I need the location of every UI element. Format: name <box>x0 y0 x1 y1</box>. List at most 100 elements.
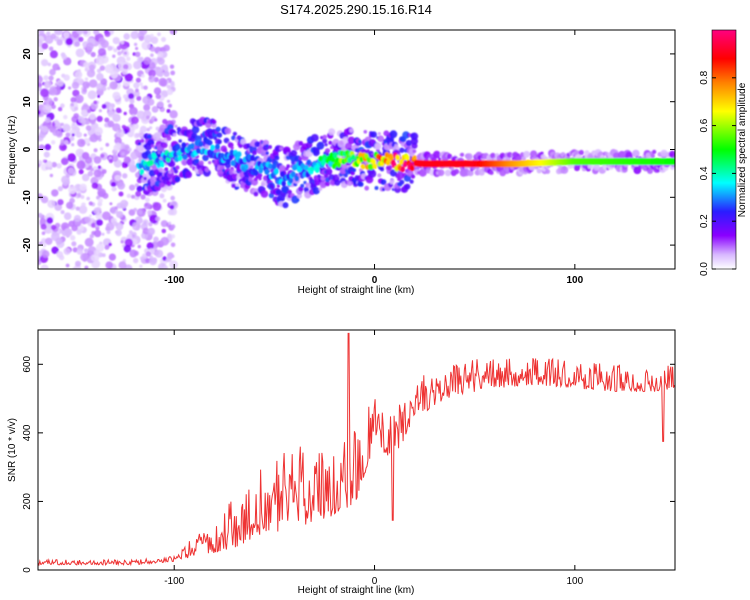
spectrogram-noise-blob <box>123 64 129 70</box>
colorbar-tick-label: 0.4 <box>699 166 710 180</box>
spectrogram-ridge-cell <box>159 161 165 168</box>
spectrogram-noise-blob <box>57 186 64 192</box>
spectrogram-noise-blob <box>96 219 103 226</box>
spectrogram-noise-blob <box>82 87 87 93</box>
spectrogram-halo-blob <box>136 185 143 192</box>
spectrogram-noise-blob <box>77 193 82 198</box>
spectrogram-halo-blob <box>204 167 210 173</box>
spectrogram-noise-blob <box>120 199 129 208</box>
spectrogram-noise-blob <box>49 50 58 59</box>
colorbar-gradient <box>711 29 737 270</box>
spectrogram-noise-blob <box>83 248 89 253</box>
spectrogram-halo-blob <box>173 169 179 174</box>
spectrogram-noise-blob <box>115 142 122 149</box>
spectrogram-halo-blob <box>231 135 236 141</box>
spectrogram-noise-blob <box>89 79 98 88</box>
spectrogram-halo-blob <box>446 153 453 159</box>
spectrogram-noise-blob <box>167 209 174 216</box>
spectrogram-noise-blob <box>87 170 94 177</box>
spectrogram-ridge-cell <box>253 169 259 176</box>
spectrogram-noise-blob <box>143 220 147 224</box>
spectrogram-noise-blob <box>88 214 92 218</box>
spectrogram-noise-blob <box>70 102 74 107</box>
spectrogram-halo-blob <box>374 186 379 190</box>
spectrogram-halo-blob <box>343 173 348 178</box>
spectrogram-noise-blob <box>102 211 111 221</box>
spectrogram-noise-blob <box>116 128 125 138</box>
spectrogram-halo-blob <box>613 152 620 159</box>
spectrogram-halo-blob <box>224 127 232 135</box>
spectrogram-noise-blob <box>60 157 69 166</box>
spectrogram-noise-blob <box>84 67 89 72</box>
spectrogram-halo-blob <box>403 174 411 182</box>
spectrogram-ridge-cell <box>215 143 220 150</box>
spectrogram-noise-blob <box>93 30 100 35</box>
spectrogram-noise-blob <box>168 221 172 225</box>
spectrogram-halo-blob <box>363 130 368 134</box>
spectrogram-noise-blob <box>63 74 70 81</box>
y-tick-label: 600 <box>22 356 33 373</box>
spectrogram-noise-blob <box>55 237 63 245</box>
spectrogram-halo-blob <box>545 169 551 174</box>
spectrogram-ridge-cell <box>350 154 356 161</box>
spectrogram-noise-blob <box>71 133 75 137</box>
spectrogram-halo-blob <box>365 175 374 184</box>
spectrogram-halo-blob <box>312 187 320 195</box>
spectrogram-halo-blob <box>175 165 180 170</box>
spectrogram-noise-blob <box>71 122 76 126</box>
spectrogram-ridge-cell <box>182 154 188 161</box>
spectrogram-noise-blob <box>72 266 77 269</box>
spectrogram-noise-blob <box>49 68 56 76</box>
spectrogram-noise-blob <box>129 184 136 191</box>
spectrogram-halo-blob <box>236 183 240 187</box>
spectrogram-ridge-cell <box>347 157 353 164</box>
spectrogram-halo-blob <box>240 138 247 145</box>
spectrogram-noise-blob <box>146 242 154 250</box>
spectrogram-ridge-cell <box>249 155 255 162</box>
spectrogram-noise-blob <box>61 54 68 60</box>
spectrogram-halo-blob <box>230 146 234 150</box>
spectrogram-noise-blob <box>108 106 113 111</box>
spectrogram-halo-blob <box>366 149 370 153</box>
spectrogram-noise-blob <box>70 97 77 103</box>
spectrogram-halo-blob <box>328 140 333 145</box>
spectrogram-ridge-cell <box>243 163 249 170</box>
spectrogram-halo-blob <box>265 144 269 148</box>
spectrogram-blobs <box>38 30 675 269</box>
spectrogram-noise-blob <box>162 265 169 269</box>
spectrogram-noise-blob <box>170 82 175 88</box>
spectrogram-halo-blob <box>231 172 239 180</box>
spectrogram-noise-blob <box>89 113 96 120</box>
spectrogram-noise-blob <box>110 70 119 79</box>
spectrogram-halo-blob <box>521 156 526 161</box>
spectrogram-halo-blob <box>368 169 377 178</box>
spectrogram-noise-blob <box>135 46 139 51</box>
spectrogram-noise-blob <box>47 62 52 67</box>
spectrogram-halo-blob <box>191 125 200 134</box>
spectrogram-noise-blob <box>38 212 43 218</box>
spectrogram-halo-blob <box>147 134 152 140</box>
spectrogram-halo-blob <box>412 149 417 154</box>
spectrogram-halo-blob <box>152 133 160 141</box>
spectrogram-halo-blob <box>377 132 381 136</box>
spectrogram-ridge-cell <box>395 154 401 161</box>
spectrogram-noise-blob <box>104 117 110 123</box>
spectrogram-noise-blob <box>158 77 168 87</box>
spectrogram-noise-blob <box>148 61 156 70</box>
spectrogram-noise-blob <box>43 151 50 158</box>
spectrogram-halo-blob <box>334 179 341 186</box>
spectrogram-noise-blob <box>162 198 167 203</box>
spectrogram-noise-blob <box>126 193 132 199</box>
spectrogram-noise-blob <box>129 249 138 258</box>
spectrogram-ridge-cell <box>290 171 296 178</box>
spectrogram-halo-blob <box>396 171 405 180</box>
spectrogram-halo-blob <box>204 144 210 149</box>
spectrogram-ridge-cell <box>174 156 180 163</box>
spectrogram-noise-blob <box>54 30 63 36</box>
spectrogram-halo-blob <box>276 184 281 188</box>
spectrogram-noise-blob <box>101 253 106 258</box>
spectrogram-noise-blob <box>149 258 153 263</box>
spectrogram-noise-blob <box>124 97 129 102</box>
spectrogram-noise-blob <box>132 222 141 231</box>
spectrogram-halo-blob <box>377 173 382 178</box>
